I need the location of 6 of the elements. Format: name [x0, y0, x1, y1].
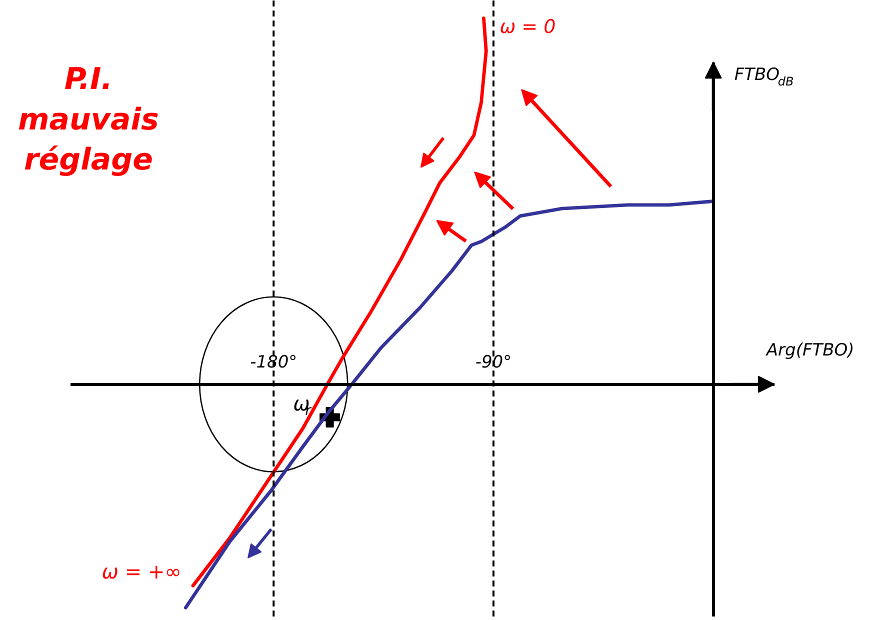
annotation: ω = +∞ [102, 560, 182, 584]
x-axis-title: Arg(FTBO) [765, 340, 854, 360]
x-tick-label: -180° [250, 352, 298, 372]
annotation: ω = 0 [500, 16, 556, 38]
text: P.I. mauvais réglage [18, 62, 159, 178]
x-tick-label: -90° [475, 352, 512, 372]
